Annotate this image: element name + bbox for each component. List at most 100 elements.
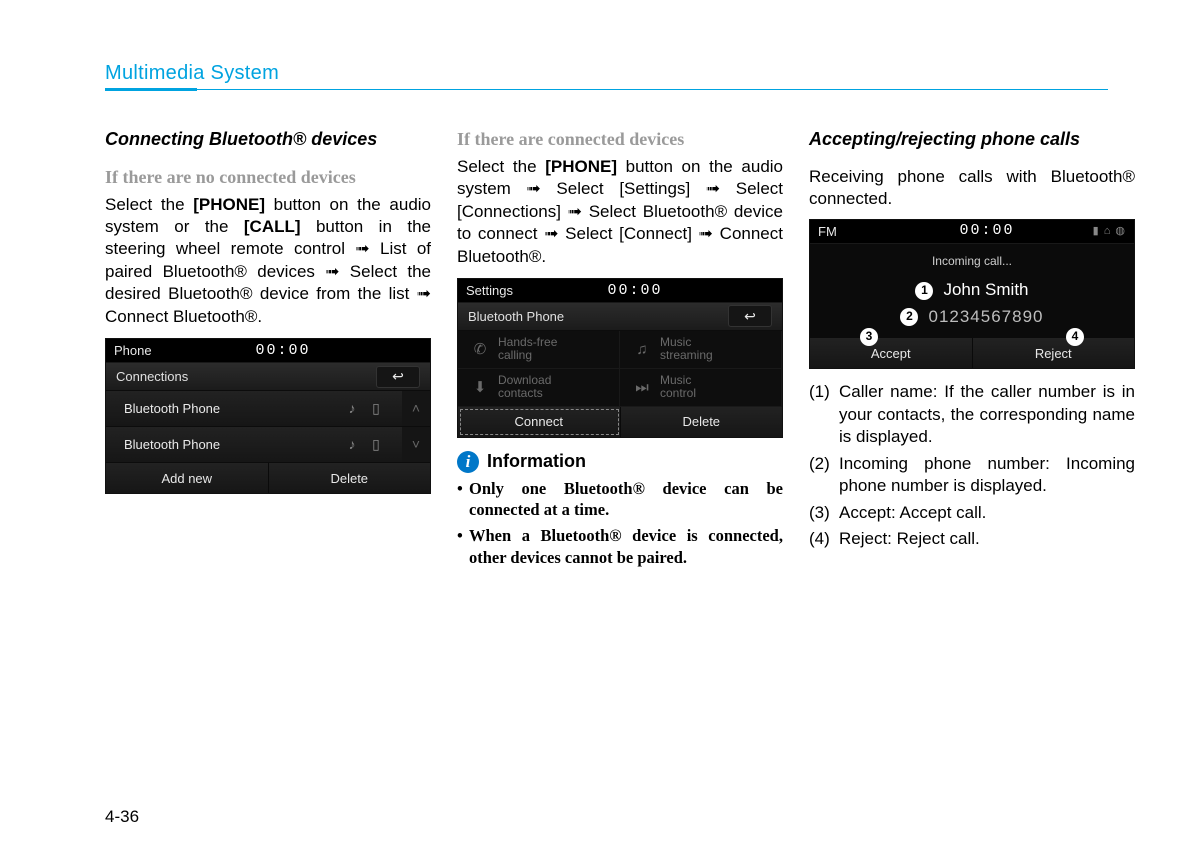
legend-item: (4)Reject: Reject call. <box>809 528 1135 550</box>
ui-bluetooth-settings: Settings 00:00 Bluetooth Phone ↩ ✆ Hands… <box>457 278 783 438</box>
phone-button-label: [PHONE] <box>545 157 617 176</box>
feature-music-control[interactable]: ⏭ Musiccontrol <box>620 369 782 407</box>
ui-incoming-call: FM 00:00 ▮ ⌂ ◍ Incoming call... 1 John S… <box>809 219 1135 370</box>
feature-handsfree[interactable]: ✆ Hands-freecalling <box>458 331 620 369</box>
ui-body: Bluetooth Phone ♪ ▯ Bluetooth Phone ♪ ▯ … <box>106 391 430 463</box>
clock: 00:00 <box>556 281 714 301</box>
scroll-up[interactable]: ˄ <box>402 391 430 427</box>
scroll-down[interactable]: ˅ <box>402 427 430 463</box>
caller-line: 1 John Smith <box>824 279 1120 301</box>
ui-subheader: Connections ↩ <box>106 363 430 391</box>
device-name: Bluetooth Phone <box>124 436 336 453</box>
info-icon: i <box>457 451 479 473</box>
info-item: Only one Bluetooth® device can be connec… <box>457 478 783 522</box>
subheader-label: Connections <box>116 368 376 385</box>
ui-statusbar: Settings 00:00 <box>458 279 782 303</box>
caller-number: 01234567890 <box>928 306 1043 328</box>
ui-footer: Connect Delete <box>458 407 782 437</box>
feature-music-stream[interactable]: ♫ Musicstreaming <box>620 331 782 369</box>
legend-num: (4) <box>809 528 839 550</box>
call-button-label: [CALL] <box>244 217 301 236</box>
incoming-label: Incoming call... <box>824 254 1120 270</box>
delete-button[interactable]: Delete <box>269 463 431 493</box>
ui-statusbar: FM 00:00 ▮ ⌂ ◍ <box>810 220 1134 244</box>
legend-text: Caller name: If the caller number is in … <box>839 381 1135 448</box>
clock: 00:00 <box>204 341 362 361</box>
col3-paragraph: Receiving phone calls with Bluetooth® co… <box>809 166 1135 211</box>
column-2: If there are connected devices Select th… <box>457 128 783 573</box>
ui-footer: Add new Delete <box>106 463 430 493</box>
column-1: Connecting Bluetooth® devices If there a… <box>105 128 431 573</box>
legend-num: (1) <box>809 381 839 448</box>
col1-paragraph: Select the [PHONE] button on the audio s… <box>105 194 431 329</box>
ui-footer: 3 4 Accept Reject <box>810 338 1134 368</box>
text: Select the <box>105 195 193 214</box>
phone-icon: ▯ <box>368 399 384 417</box>
info-list: Only one Bluetooth® device can be connec… <box>457 478 783 569</box>
clock: 00:00 <box>908 221 1066 241</box>
feature-download-contacts[interactable]: ⬇ Downloadcontacts <box>458 369 620 407</box>
download-icon: ⬇ <box>468 378 492 398</box>
list-item[interactable]: Bluetooth Phone ♪ ▯ <box>106 391 402 427</box>
ui-title: Phone <box>114 342 204 359</box>
annotation-marker-1: 1 <box>915 282 933 300</box>
header-rule <box>105 89 1108 90</box>
feature-label: Musicstreaming <box>660 336 713 363</box>
col2-paragraph: Select the [PHONE] button on the audio s… <box>457 156 783 268</box>
feature-label: Hands-freecalling <box>498 336 557 363</box>
connect-button[interactable]: Connect <box>458 407 621 437</box>
feature-label: Downloadcontacts <box>498 374 551 401</box>
col1-subheading: If there are no connected devices <box>105 166 431 190</box>
info-heading: i Information <box>457 450 783 474</box>
audio-icon: ♪ <box>344 399 360 417</box>
column-3: Accepting/rejecting phone calls Receivin… <box>809 128 1135 573</box>
legend-text: Reject: Reject call. <box>839 528 1135 550</box>
ui-title: FM <box>818 223 908 240</box>
legend-text: Accept: Accept call. <box>839 502 1135 524</box>
caller-name: John Smith <box>943 279 1028 301</box>
reject-button[interactable]: Reject <box>973 338 1135 368</box>
ui-phone-connections: Phone 00:00 Connections ↩ Bluetooth Phon… <box>105 338 431 494</box>
phone-button-label: [PHONE] <box>193 195 265 214</box>
accept-button[interactable]: Accept <box>810 338 973 368</box>
delete-button[interactable]: Delete <box>621 407 783 437</box>
legend-item: (2)Incoming phone number: Incoming phone… <box>809 453 1135 498</box>
ui-subheader: Bluetooth Phone ↩ <box>458 303 782 331</box>
text: Select the <box>457 157 545 176</box>
columns: Connecting Bluetooth® devices If there a… <box>105 128 1108 573</box>
list-item[interactable]: Bluetooth Phone ♪ ▯ <box>106 427 402 463</box>
manual-page: Multimedia System Connecting Bluetooth® … <box>0 0 1200 613</box>
number-line: 2 01234567890 <box>824 306 1120 328</box>
legend-list: (1)Caller name: If the caller number is … <box>809 381 1135 550</box>
col2-subheading: If there are connected devices <box>457 128 783 152</box>
info-title: Information <box>487 450 586 474</box>
scrollbar: ˄ ˅ <box>402 391 430 463</box>
page-number: 4-36 <box>105 807 139 827</box>
col3-heading: Accepting/rejecting phone calls <box>809 128 1135 152</box>
phone-icon: ▯ <box>368 435 384 453</box>
call-panel: Incoming call... 1 John Smith 2 01234567… <box>810 244 1134 339</box>
legend-text: Incoming phone number: Incoming phone nu… <box>839 453 1135 498</box>
legend-item: (3)Accept: Accept call. <box>809 502 1135 524</box>
info-item: When a Bluetooth® device is connected, o… <box>457 525 783 569</box>
legend-num: (2) <box>809 453 839 498</box>
legend-item: (1)Caller name: If the caller number is … <box>809 381 1135 448</box>
ui-statusbar: Phone 00:00 <box>106 339 430 363</box>
subheader-label: Bluetooth Phone <box>468 308 728 325</box>
col1-heading: Connecting Bluetooth® devices <box>105 128 431 152</box>
control-icon: ⏭ <box>630 378 654 398</box>
device-list: Bluetooth Phone ♪ ▯ Bluetooth Phone ♪ ▯ <box>106 391 402 463</box>
ui-title: Settings <box>466 282 556 299</box>
add-new-button[interactable]: Add new <box>106 463 269 493</box>
audio-icon: ♪ <box>344 435 360 453</box>
legend-num: (3) <box>809 502 839 524</box>
status-icons: ▮ ⌂ ◍ <box>1066 224 1126 239</box>
section-title: Multimedia System <box>105 62 1108 85</box>
handsfree-icon: ✆ <box>468 340 492 360</box>
back-button[interactable]: ↩ <box>728 305 772 327</box>
feature-label: Musiccontrol <box>660 374 696 401</box>
device-name: Bluetooth Phone <box>124 400 336 417</box>
annotation-marker-2: 2 <box>900 308 918 326</box>
back-button[interactable]: ↩ <box>376 366 420 388</box>
music-icon: ♫ <box>630 340 654 360</box>
